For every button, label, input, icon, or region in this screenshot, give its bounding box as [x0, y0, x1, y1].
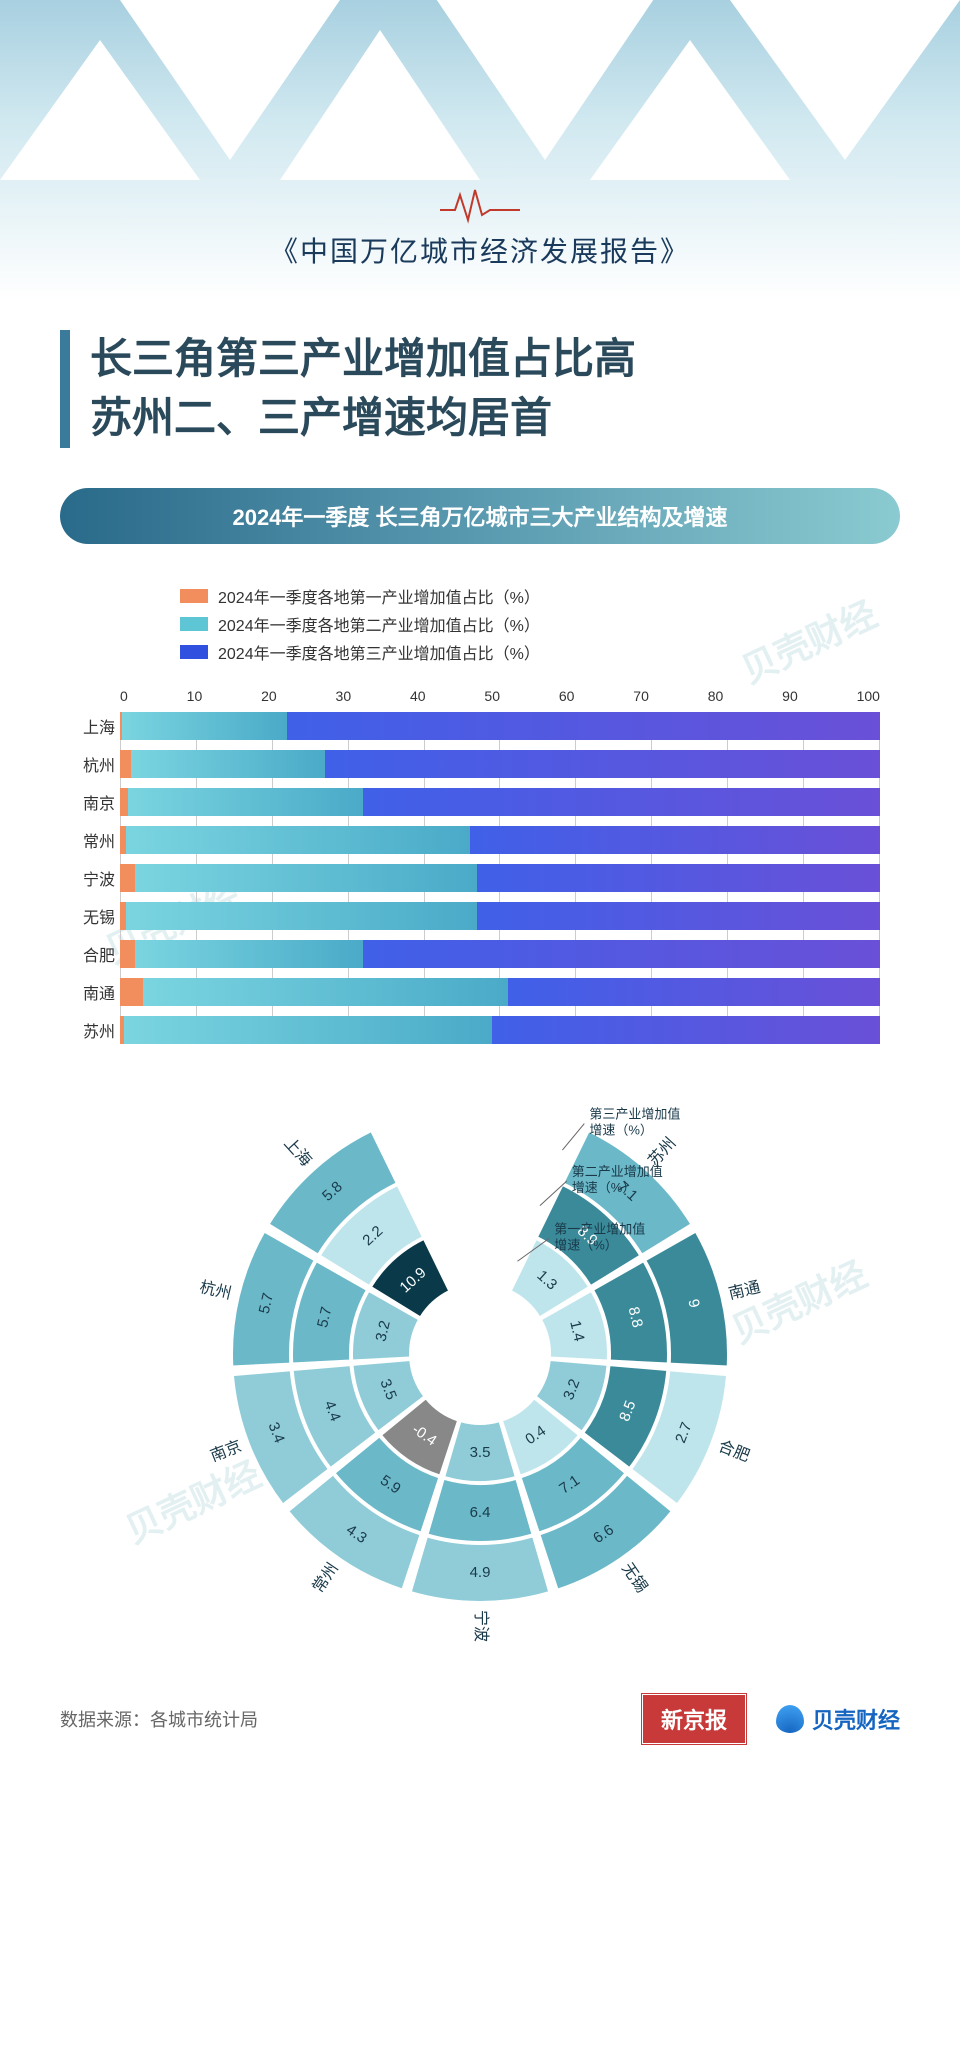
- bar-chart-legend: 2024年一季度各地第一产业增加值占比（%） 2024年一季度各地第二产业增加值占…: [60, 574, 900, 688]
- svg-text:6.4: 6.4: [470, 1504, 491, 1521]
- chart-area: 贝壳财经 贝壳财经 贝壳财经 贝壳财经 2024年一季度各地第一产业增加值占比（…: [60, 574, 900, 1654]
- legend-item: 2024年一季度各地第一产业增加值占比（%）: [180, 584, 900, 608]
- svg-text:南京: 南京: [208, 1437, 244, 1465]
- logo-beikecaijing: 贝壳财经: [776, 1703, 900, 1735]
- legend-item: 2024年一季度各地第二产业增加值占比（%）: [180, 612, 900, 636]
- svg-text:第二产业增加值: 第二产业增加值: [572, 1164, 663, 1179]
- report-series-title: 《中国万亿城市经济发展报告》: [0, 230, 960, 270]
- x-axis-ticks: 0102030405060708090100: [120, 688, 880, 704]
- bar-row: 无锡: [120, 902, 880, 930]
- svg-text:增速（%）: 增速（%）: [572, 1180, 636, 1195]
- city-label: 杭州: [65, 752, 115, 776]
- city-label: 南京: [65, 790, 115, 814]
- main-title: 长三角第三产业增加值占比高 苏州二、三产增速均居首: [60, 330, 900, 448]
- header-background: 《中国万亿城市经济发展报告》: [0, 0, 960, 300]
- city-label: 无锡: [65, 904, 115, 928]
- bar-row: 苏州: [120, 1016, 880, 1044]
- city-label: 宁波: [65, 866, 115, 890]
- logo-xinjingbao: 新京报: [642, 1694, 746, 1744]
- svg-text:增速（%）: 增速（%）: [589, 1122, 653, 1137]
- svg-text:宁波: 宁波: [472, 1610, 490, 1642]
- svg-text:增速（%）: 增速（%）: [554, 1237, 618, 1252]
- city-label: 上海: [65, 714, 115, 738]
- legend-item: 2024年一季度各地第三产业增加值占比（%）: [180, 640, 900, 664]
- footer: 数据来源：各城市统计局 新京报 贝壳财经: [60, 1694, 900, 1744]
- bar-row: 南京: [120, 788, 880, 816]
- bar-row: 合肥: [120, 940, 880, 968]
- svg-text:合肥: 合肥: [716, 1437, 752, 1465]
- svg-text:第一产业增加值: 第一产业增加值: [554, 1221, 645, 1236]
- city-label: 南通: [65, 980, 115, 1004]
- bar-row: 杭州: [120, 750, 880, 778]
- main-title-line2: 苏州二、三产增速均居首: [90, 389, 900, 448]
- main-title-line1: 长三角第三产业增加值占比高: [90, 330, 900, 389]
- shell-icon: [776, 1705, 804, 1733]
- city-label: 常州: [65, 828, 115, 852]
- data-source: 数据来源：各城市统计局: [60, 1706, 258, 1732]
- svg-text:无锡: 无锡: [618, 1559, 651, 1596]
- heartbeat-icon: [440, 185, 520, 225]
- bar-row: 常州: [120, 826, 880, 854]
- svg-text:南通: 南通: [727, 1278, 762, 1303]
- city-label: 苏州: [65, 1018, 115, 1042]
- bar-row: 宁波: [120, 864, 880, 892]
- stacked-bar-chart: 0102030405060708090100 上海杭州南京常州宁波无锡合肥南通苏…: [60, 688, 900, 1044]
- svg-text:常州: 常州: [309, 1559, 342, 1596]
- svg-text:3.5: 3.5: [470, 1444, 491, 1461]
- bar-row: 南通: [120, 978, 880, 1006]
- radial-sunburst-chart: 1.38.97.1苏州1.48.89南通3.28.52.7合肥0.47.16.6…: [60, 1094, 900, 1654]
- svg-text:第三产业增加值: 第三产业增加值: [589, 1106, 680, 1121]
- bar-row: 上海: [120, 712, 880, 740]
- bars-container: 上海杭州南京常州宁波无锡合肥南通苏州: [120, 712, 880, 1044]
- svg-text:杭州: 杭州: [198, 1278, 233, 1303]
- svg-text:4.9: 4.9: [470, 1564, 491, 1581]
- section-banner: 2024年一季度 长三角万亿城市三大产业结构及增速: [60, 488, 900, 544]
- svg-text:上海: 上海: [280, 1134, 315, 1170]
- city-label: 合肥: [65, 942, 115, 966]
